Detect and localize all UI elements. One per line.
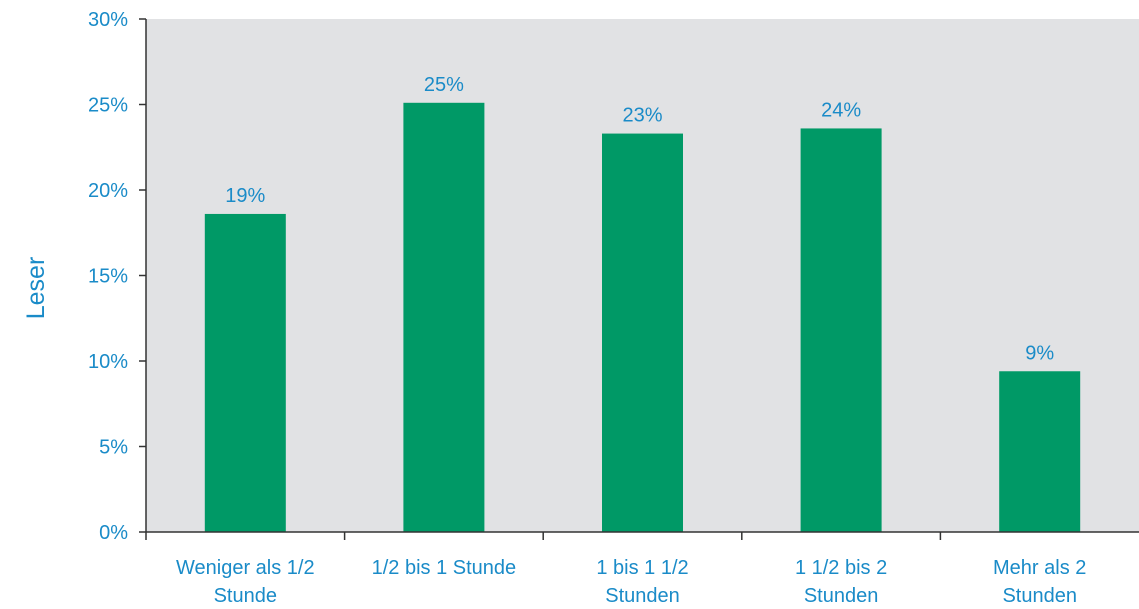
data-label: 25%	[424, 74, 464, 96]
bar	[403, 102, 485, 532]
y-tick-label: 0%	[99, 522, 128, 544]
y-axis-title: Leser	[22, 257, 50, 320]
bar	[800, 128, 882, 532]
data-label: 9%	[1025, 342, 1054, 364]
bar	[602, 133, 683, 532]
y-tick-label: 25%	[88, 95, 128, 117]
bar	[999, 371, 1081, 532]
x-tick-label: 1 bis 1 1/2 Stunden	[596, 557, 688, 607]
bar	[204, 213, 286, 532]
y-tick-label: 20%	[88, 180, 128, 202]
data-label: 19%	[225, 185, 265, 207]
y-tick-label: 10%	[88, 351, 128, 373]
x-tick-label: 1/2 bis 1 Stunde	[372, 557, 517, 579]
x-tick-label: Weniger als 1/2 Stunde	[176, 557, 315, 607]
x-tick-label: 1 1/2 bis 2 Stunden	[795, 557, 887, 607]
y-tick-label: 30%	[88, 9, 128, 31]
y-tick-label: 15%	[88, 266, 128, 288]
x-tick-label: Mehr als 2 Stunden	[993, 557, 1086, 607]
y-tick-label: 5%	[99, 437, 128, 459]
data-label: 23%	[622, 105, 662, 127]
data-label: 24%	[821, 99, 861, 121]
